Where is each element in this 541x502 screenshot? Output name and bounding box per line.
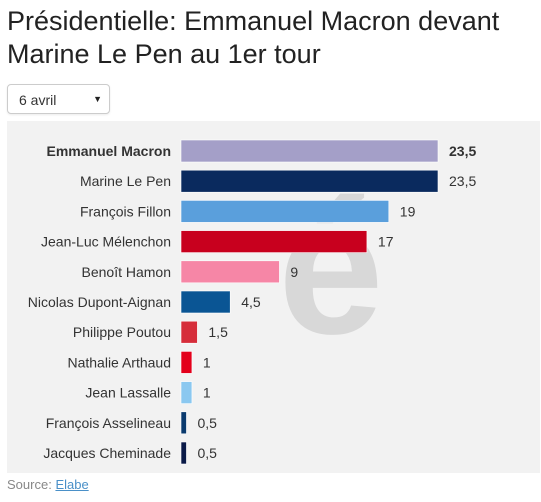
value-label: 0,5 [197,415,217,431]
category-label: Jean-Luc Mélenchon [41,234,171,250]
category-label: Jacques Cheminade [43,445,171,461]
value-label: 17 [378,234,394,250]
category-label: François Asselineau [46,415,171,431]
value-label: 23,5 [449,173,476,189]
bar [180,381,193,404]
category-label: Emmanuel Macron [47,143,171,159]
value-label: 9 [290,264,298,280]
date-select-value: 6 avril [19,92,57,108]
date-select[interactable]: 6 avril ▼ [7,84,110,114]
category-label: Marine Le Pen [80,173,171,189]
category-label: Benoît Hamon [82,264,172,280]
category-label: Jean Lassalle [85,385,171,401]
watermark-logo: é [278,162,384,374]
source-line: Source: Elabe [7,477,89,492]
bar-chart: é Emmanuel Macron 23,5 Marine Le Pen 23,5 Fra… [28,139,476,465]
value-label: 19 [400,203,416,219]
bar [180,230,368,253]
bar [180,441,187,465]
value-label: 23,5 [449,143,476,159]
category-label: Nathalie Arthaud [67,354,171,370]
value-label: 1,5 [208,324,228,340]
bar [180,320,198,344]
bar [180,260,280,284]
source-label: Source: [7,477,52,492]
value-label: 0,5 [197,445,217,461]
source-link[interactable]: Elabe [55,477,89,492]
category-label: François Fillon [80,203,171,219]
bar [180,411,187,435]
bar [180,351,193,374]
category-label: Philippe Poutou [73,324,171,340]
bar [180,200,390,223]
page-title: Présidentielle: Emmanuel Macron devant M… [7,6,500,69]
chart-panel: é Emmanuel Macron 23,5 Marine Le Pen 23,5 Fra… [7,121,540,473]
category-label: Nicolas Dupont-Aignan [28,294,171,310]
chevron-down-icon: ▼ [93,94,102,104]
value-label: 4,5 [241,294,261,310]
bar [180,290,231,314]
value-label: 1 [203,354,211,370]
value-label: 1 [203,385,211,401]
bar [180,169,439,193]
bar [180,139,439,163]
